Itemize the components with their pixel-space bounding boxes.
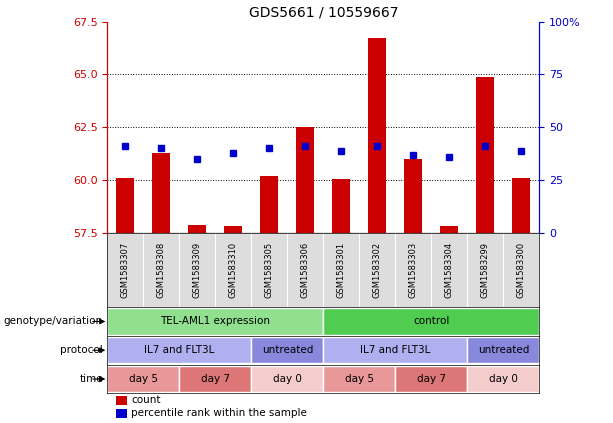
FancyBboxPatch shape: [107, 337, 251, 363]
FancyBboxPatch shape: [324, 337, 468, 363]
Text: untreated: untreated: [262, 345, 313, 355]
Text: GSM1583302: GSM1583302: [373, 242, 382, 298]
FancyBboxPatch shape: [251, 366, 324, 392]
FancyBboxPatch shape: [251, 337, 324, 363]
Text: GSM1583301: GSM1583301: [337, 242, 346, 298]
FancyBboxPatch shape: [395, 366, 468, 392]
Text: IL7 and FLT3L: IL7 and FLT3L: [360, 345, 430, 355]
Text: untreated: untreated: [478, 345, 529, 355]
Bar: [296, 127, 314, 233]
Text: GSM1583309: GSM1583309: [193, 242, 202, 298]
FancyBboxPatch shape: [468, 366, 539, 392]
Text: day 7: day 7: [417, 374, 446, 384]
Bar: [368, 38, 386, 233]
Text: GSM1583308: GSM1583308: [157, 242, 166, 298]
Bar: [512, 178, 530, 233]
Bar: [440, 226, 459, 233]
Bar: [405, 159, 422, 233]
Text: GSM1583303: GSM1583303: [409, 242, 418, 298]
Text: GSM1583306: GSM1583306: [301, 242, 310, 298]
Text: count: count: [131, 396, 161, 406]
FancyBboxPatch shape: [468, 337, 539, 363]
Text: GSM1583304: GSM1583304: [445, 242, 454, 298]
Text: TEL-AML1 expression: TEL-AML1 expression: [161, 316, 270, 327]
Text: GSM1583299: GSM1583299: [481, 242, 490, 298]
Text: GSM1583307: GSM1583307: [121, 242, 130, 298]
Title: GDS5661 / 10559667: GDS5661 / 10559667: [249, 5, 398, 19]
Bar: [224, 226, 242, 233]
Text: percentile rank within the sample: percentile rank within the sample: [131, 408, 307, 418]
FancyBboxPatch shape: [324, 308, 539, 335]
FancyBboxPatch shape: [324, 366, 395, 392]
Text: day 5: day 5: [345, 374, 374, 384]
Bar: [116, 409, 127, 418]
Text: IL7 and FLT3L: IL7 and FLT3L: [144, 345, 215, 355]
Bar: [261, 176, 278, 233]
FancyBboxPatch shape: [107, 366, 179, 392]
Text: day 0: day 0: [273, 374, 302, 384]
Text: protocol: protocol: [60, 345, 103, 355]
Text: time: time: [79, 374, 103, 384]
FancyBboxPatch shape: [179, 366, 251, 392]
Text: day 5: day 5: [129, 374, 158, 384]
Text: genotype/variation: genotype/variation: [4, 316, 103, 327]
Text: GSM1583300: GSM1583300: [517, 242, 526, 298]
Bar: [116, 178, 134, 233]
Text: GSM1583305: GSM1583305: [265, 242, 274, 298]
Bar: [188, 225, 207, 233]
FancyBboxPatch shape: [107, 308, 324, 335]
Bar: [116, 396, 127, 405]
Text: control: control: [413, 316, 449, 327]
Text: GSM1583310: GSM1583310: [229, 242, 238, 298]
Bar: [476, 77, 495, 233]
Text: day 7: day 7: [201, 374, 230, 384]
Bar: [332, 179, 351, 233]
Text: day 0: day 0: [489, 374, 518, 384]
Bar: [152, 153, 170, 233]
